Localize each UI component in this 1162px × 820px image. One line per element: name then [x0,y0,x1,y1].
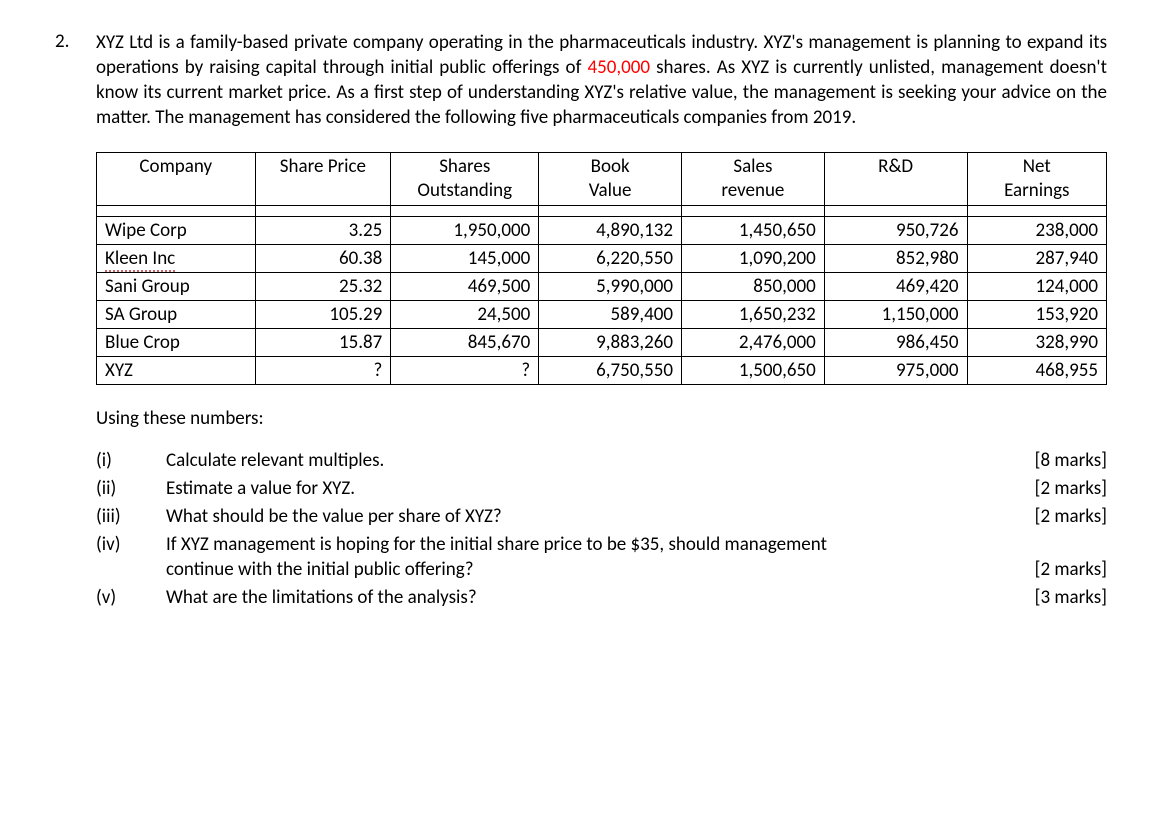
cell-rd: 1,150,000 [824,300,967,328]
cell-shares-out: 24,500 [391,300,539,328]
kleen-underline: Kleen Inc [105,247,175,272]
sub-v-text: What are the limitations of the analysis… [166,585,997,610]
sub-i-text: Calculate relevant multiples. [166,448,997,473]
sub-iv-label: (iv) [96,532,166,582]
cell-shares-out: 1,950,000 [391,216,539,244]
col-rd: R&D [824,153,967,206]
cell-rd: 469,420 [824,272,967,300]
col-book-l1: Book [591,155,630,178]
cell-sales: 1,090,200 [682,244,825,272]
cell-net-earnings: 328,990 [967,328,1106,356]
cell-share-price: 105.29 [255,300,391,328]
sub-ii-text: Estimate a value for XYZ. [166,476,997,501]
sub-iii-text: What should be the value per share of XY… [166,504,997,529]
sub-iv-mark: [2 marks] [1035,557,1107,582]
col-shares-outstanding-l2: Outstanding [417,179,512,202]
cell-company: Wipe Corp [97,216,256,244]
cell-company: Sani Group [97,272,256,300]
cell-sales: 1,500,650 [682,356,825,384]
cell-net-earnings: 153,920 [967,300,1106,328]
col-net-earnings: Net Earnings [967,153,1106,206]
col-sales-l1: Sales [733,155,772,178]
cell-rd: 852,980 [824,244,967,272]
table-row: Wipe Corp 3.25 1,950,000 4,890,132 1,450… [97,216,1107,244]
sub-iii-label: (iii) [96,504,166,529]
sub-ii-label: (ii) [96,476,166,501]
cell-share-price: 3.25 [255,216,391,244]
question-number: 2. [55,30,96,53]
sub-iii-mark: [2 marks] [997,504,1107,529]
sub-ii-mark: [2 marks] [997,476,1107,501]
sub-iv-body: If XYZ management is hoping for the init… [166,532,1107,582]
sub-v-mark: [3 marks] [997,585,1107,610]
cell-share-price: 15.87 [255,328,391,356]
col-net-l1: Net [1023,155,1051,178]
table-header-row: Company Share Price Shares Outstanding B… [97,153,1107,206]
col-company: Company [97,153,256,206]
table-separator-row [97,205,1107,216]
table-row: Kleen Inc 60.38 145,000 6,220,550 1,090,… [97,244,1107,272]
sub-v-label: (v) [96,585,166,610]
cell-book-value: 6,750,550 [539,356,682,384]
cell-book-value: 9,883,260 [539,328,682,356]
cell-book-value: 6,220,550 [539,244,682,272]
cell-net-earnings: 287,940 [967,244,1106,272]
table-row: SA Group 105.29 24,500 589,400 1,650,232… [97,300,1107,328]
question-block: 2. XYZ Ltd is a family-based private com… [55,30,1107,610]
cell-net-earnings: 238,000 [967,216,1106,244]
cell-sales: 2,476,000 [682,328,825,356]
col-book-l2: Value [589,179,632,202]
cell-company: Kleen Inc [97,244,256,272]
cell-share-price: ? [255,356,391,384]
using-label: Using these numbers: [96,407,1107,430]
cell-net-earnings: 468,955 [967,356,1106,384]
cell-shares-out: 845,670 [391,328,539,356]
cell-rd: 975,000 [824,356,967,384]
comparables-table: Company Share Price Shares Outstanding B… [96,152,1107,385]
col-sales-l2: revenue [721,179,784,202]
sub-i-label: (i) [96,448,166,473]
question-paragraph: XYZ Ltd is a family-based private compan… [96,30,1107,130]
table-row: Blue Crop 15.87 845,670 9,883,260 2,476,… [97,328,1107,356]
sub-iv-line2: continue with the initial public offerin… [166,557,474,582]
cell-net-earnings: 124,000 [967,272,1106,300]
cell-shares-out: ? [391,356,539,384]
col-book-value: Book Value [539,153,682,206]
col-net-l2: Earnings [1004,179,1069,202]
cell-book-value: 5,990,000 [539,272,682,300]
col-sales-revenue: Sales revenue [682,153,825,206]
cell-company: XYZ [97,356,256,384]
cell-sales: 850,000 [682,272,825,300]
table-row: Sani Group 25.32 469,500 5,990,000 850,0… [97,272,1107,300]
cell-company: SA Group [97,300,256,328]
sub-i-mark: [8 marks] [997,448,1107,473]
cell-rd: 986,450 [824,328,967,356]
cell-sales: 1,650,232 [682,300,825,328]
ipo-share-count: 450,000 [587,56,650,79]
cell-book-value: 4,890,132 [539,216,682,244]
cell-sales: 1,450,650 [682,216,825,244]
col-share-price: Share Price [255,153,391,206]
question-body: XYZ Ltd is a family-based private compan… [96,30,1107,610]
cell-share-price: 60.38 [255,244,391,272]
cell-company: Blue Crop [97,328,256,356]
cell-book-value: 589,400 [539,300,682,328]
table-row: XYZ ? ? 6,750,550 1,500,650 975,000 468,… [97,356,1107,384]
cell-share-price: 25.32 [255,272,391,300]
cell-shares-out: 469,500 [391,272,539,300]
col-shares-outstanding-l1: Shares [439,155,490,178]
cell-shares-out: 145,000 [391,244,539,272]
cell-rd: 950,726 [824,216,967,244]
col-shares-outstanding: Shares Outstanding [391,153,539,206]
sub-question-list: (i) Calculate relevant multiples. [8 mar… [96,448,1107,610]
sub-iv-line1: If XYZ management is hoping for the init… [166,532,1107,557]
